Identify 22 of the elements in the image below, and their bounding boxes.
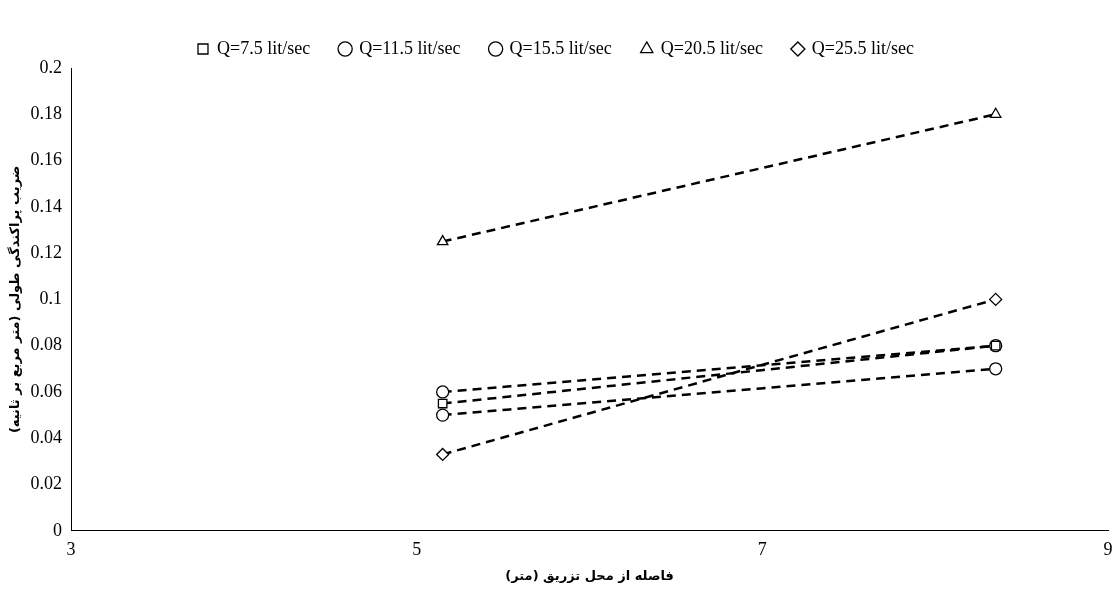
x-tick-label: 9 [1103,539,1113,560]
legend-label: Q=20.5 lit/sec [660,37,763,58]
legend-label: Q=25.5 lit/sec [811,37,915,58]
y-tick-label: 0 [53,519,63,540]
legend-label: Q=15.5 lit/sec [509,37,612,58]
y-tick-label: 0.04 [30,426,63,447]
y-tick-label: 0.18 [30,103,63,124]
y-tick-label: 0.1 [39,288,63,309]
y-tick-label: 0.08 [30,334,63,355]
y-tick-label: 0.02 [30,473,63,494]
y-tick-label: 0.14 [30,195,63,216]
x-axis-title: فاصله از محل تزریق (متر) [505,567,674,583]
y-tick-label: 0.12 [30,241,63,262]
x-tick-label: 7 [757,539,767,560]
legend-label: Q=11.5 lit/sec [359,37,461,58]
y-axis-title: ضریب پراکندگی طولی (متر مربع بر ثانیه) [7,165,23,434]
y-tick-label: 0.06 [30,380,63,401]
y-tick-label: 0.16 [30,149,63,170]
y-tick-label: 0.2 [39,56,63,77]
x-tick-label: 5 [412,539,422,560]
legend-label: Q=7.5 lit/sec [216,37,311,58]
x-tick-label: 3 [66,539,76,560]
